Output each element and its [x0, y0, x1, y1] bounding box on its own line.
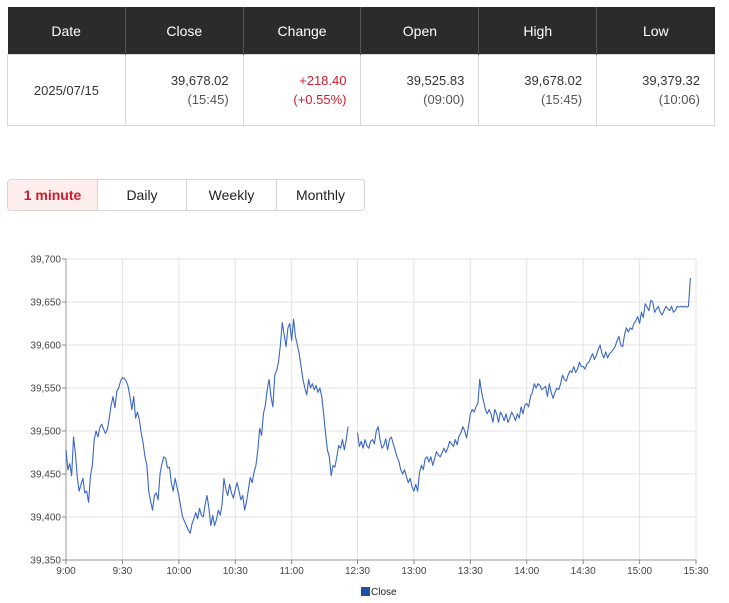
x-tick-label: 12:30	[345, 566, 370, 577]
x-tick-label: 10:30	[223, 566, 248, 577]
open-value: 39,525.83	[406, 73, 465, 88]
open-cell: 39,525.83 (09:00)	[360, 54, 480, 126]
chart-grid	[65, 258, 697, 561]
x-tick-label: 11:00	[280, 566, 305, 577]
change-value: +218.40	[299, 73, 347, 88]
open-time: (09:00)	[423, 92, 465, 107]
y-tick-label: 39,500	[30, 427, 61, 438]
close-cell: 39,678.02 (15:45)	[124, 54, 244, 126]
quote-value-row: 2025/07/15 39,678.02 (15:45) +218.40 (+0…	[7, 54, 715, 126]
header-high: High	[478, 7, 598, 55]
close-time: (15:45)	[187, 92, 229, 107]
header-open: Open	[360, 7, 480, 55]
change-cell: +218.40 (+0.55%)	[242, 54, 362, 126]
header-date: Date	[7, 7, 126, 55]
x-tick-label: 13:00	[401, 566, 426, 577]
y-tick-label: 39,400	[30, 513, 61, 524]
legend-label-close: Close	[371, 587, 397, 598]
legend-swatch-close	[361, 587, 370, 596]
quote-header-row: Date Close Change Open High Low	[7, 7, 715, 55]
tab-monthly[interactable]: Monthly	[295, 187, 346, 203]
price-line-chart: 39,350 39,400 39,450 39,500 39,550 39,600 39,6…	[30, 255, 709, 599]
x-tick-label: 13:30	[458, 566, 483, 577]
date-value: 2025/07/15	[33, 82, 99, 98]
low-time: (10:06)	[658, 92, 700, 107]
x-tick-label: 10:00	[166, 566, 191, 577]
change-percent: (+0.55%)	[293, 92, 347, 107]
y-axis-ticks: 39,350 39,400 39,450 39,500 39,550 39,600 39,6…	[30, 255, 66, 567]
close-value: 39,678.02	[170, 73, 229, 88]
high-value: 39,678.02	[524, 73, 583, 88]
header-change: Change	[243, 7, 362, 55]
close-line-afternoon	[356, 277, 691, 492]
x-tick-label: 15:30	[683, 566, 708, 577]
low-cell: 39,379.32 (10:06)	[596, 54, 715, 126]
x-tick-label: 15:00	[627, 566, 652, 577]
low-value: 39,379.32	[642, 73, 700, 88]
tab-1-minute[interactable]: 1 minute	[8, 180, 98, 210]
quote-table: Date Close Change Open High Low 2025/07/…	[7, 7, 715, 126]
tab-weekly[interactable]: Weekly	[187, 180, 277, 210]
y-tick-label: 39,550	[30, 384, 61, 395]
x-tick-label: 14:00	[514, 566, 539, 577]
y-tick-label: 39,650	[30, 298, 61, 309]
y-tick-label: 39,350	[30, 556, 61, 567]
date-cell: 2025/07/15	[7, 54, 126, 126]
chart-legend: Close	[361, 587, 397, 598]
header-low: Low	[596, 7, 715, 55]
high-time: (15:45)	[540, 92, 583, 107]
high-cell: 39,678.02 (15:45)	[478, 54, 598, 126]
x-axis-ticks: 9:00 9:30 10:00 10:30 11:00 12:30 13:00 13:30 14…	[56, 560, 709, 577]
period-tabs: 1 minute Daily Weekly Monthly	[7, 179, 365, 211]
tab-daily[interactable]: Daily	[98, 180, 187, 210]
header-close: Close	[125, 7, 244, 55]
x-tick-label: 9:00	[56, 566, 76, 577]
close-line-morning	[65, 318, 349, 534]
y-tick-label: 39,600	[30, 341, 61, 352]
x-tick-label: 14:30	[571, 566, 596, 577]
x-tick-label: 9:30	[113, 566, 133, 577]
y-tick-label: 39,450	[30, 470, 61, 481]
y-tick-label: 39,700	[30, 255, 61, 266]
close-series	[65, 277, 691, 534]
